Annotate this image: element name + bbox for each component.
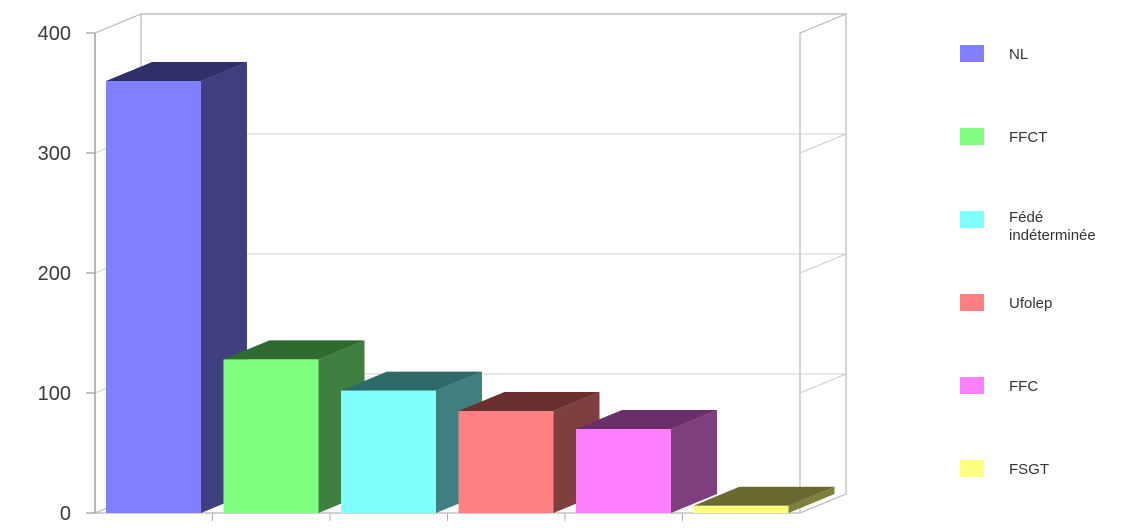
bar-front bbox=[576, 429, 671, 513]
legend-item: Ufolep bbox=[960, 294, 1052, 312]
y-tick-label: 100 bbox=[38, 383, 71, 405]
legend-swatch bbox=[960, 377, 984, 394]
legend-item: FFCT bbox=[960, 128, 1047, 146]
gridline-right-wall bbox=[799, 373, 847, 394]
y-axis: 0 100 200 300 400 bbox=[38, 23, 683, 525]
right-wall-top-edge bbox=[799, 13, 847, 34]
legend-label: Fédé indéterminée bbox=[1009, 209, 1096, 244]
bar-side bbox=[671, 410, 717, 513]
legend-label: Ufolep bbox=[1009, 295, 1052, 312]
bar-top bbox=[576, 410, 717, 429]
bar bbox=[693, 486, 835, 513]
legend-label: NL bbox=[1009, 46, 1028, 63]
bar-front bbox=[458, 411, 554, 513]
bar-side bbox=[788, 486, 835, 513]
legend-label: FFCT bbox=[1009, 129, 1047, 146]
bar-front bbox=[106, 81, 201, 513]
y-tick-label: 400 bbox=[38, 23, 71, 45]
bar-front bbox=[223, 359, 319, 513]
bar-top bbox=[693, 486, 835, 506]
y-tick-label: 0 bbox=[60, 503, 71, 523]
legend-item: FSGT bbox=[960, 460, 1049, 478]
legend-swatch bbox=[960, 128, 984, 145]
left-wall-top-edge bbox=[94, 13, 142, 34]
legend-swatch bbox=[960, 45, 984, 62]
legend-label: FFC bbox=[1009, 378, 1038, 395]
legend-item: FFC bbox=[960, 377, 1038, 395]
y-tick-label: 200 bbox=[38, 263, 71, 285]
legend-swatch bbox=[960, 460, 984, 477]
bars bbox=[106, 62, 835, 513]
gridline-right-wall bbox=[799, 133, 847, 154]
bar-front bbox=[341, 390, 436, 513]
bar-top bbox=[106, 62, 247, 81]
bar bbox=[576, 410, 717, 513]
legend: NL FFCT Fédé indéterminée Ufolep FFC FSGT bbox=[960, 45, 1096, 478]
bar-top bbox=[341, 371, 482, 391]
y-tick-label: 300 bbox=[38, 143, 71, 165]
legend-label: FSGT bbox=[1009, 461, 1049, 478]
bar bbox=[458, 392, 600, 513]
bar-top bbox=[458, 392, 600, 411]
legend-item: NL bbox=[960, 45, 1028, 63]
legend-swatch bbox=[960, 294, 984, 311]
legend-swatch bbox=[960, 211, 984, 228]
floor-right-edge bbox=[799, 493, 847, 514]
bar-front bbox=[693, 505, 789, 513]
legend-item: Fédé indéterminée bbox=[960, 209, 1096, 244]
bar-top bbox=[223, 340, 365, 360]
gridline-right-wall bbox=[799, 253, 847, 274]
